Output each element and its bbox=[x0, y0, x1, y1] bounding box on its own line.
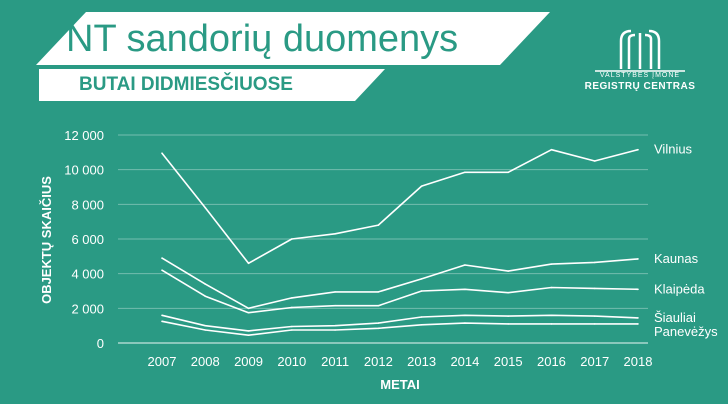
data-point bbox=[247, 330, 250, 332]
x-tick-label: 2008 bbox=[191, 354, 220, 369]
data-point bbox=[291, 325, 293, 328]
series-label: Šiauliai bbox=[654, 310, 696, 325]
data-point bbox=[334, 324, 336, 327]
data-point bbox=[247, 262, 250, 265]
data-point bbox=[377, 322, 380, 324]
data-point bbox=[420, 324, 423, 326]
data-point bbox=[464, 314, 466, 317]
data-point bbox=[550, 148, 553, 151]
x-tick-label: 2014 bbox=[450, 354, 479, 369]
registru-centras-logo-icon bbox=[595, 29, 685, 72]
data-point bbox=[637, 323, 639, 325]
data-point bbox=[291, 306, 293, 309]
data-point bbox=[420, 316, 423, 318]
y-axis-title: OBJEKTŲ SKAIČIUS bbox=[39, 176, 54, 304]
data-point bbox=[204, 329, 207, 331]
x-tick-label: 2007 bbox=[148, 354, 177, 369]
series-line-klaipėda bbox=[161, 269, 639, 314]
logo-line-1: VALSTYBĖS ĮMONĖ bbox=[599, 72, 681, 79]
x-tick-label: 2010 bbox=[277, 354, 306, 369]
data-point bbox=[550, 323, 553, 325]
data-point bbox=[593, 315, 596, 317]
data-point bbox=[161, 152, 163, 154]
data-point bbox=[334, 329, 336, 331]
data-point bbox=[637, 288, 639, 291]
x-tick-label: 2009 bbox=[234, 354, 263, 369]
data-point bbox=[507, 171, 509, 174]
data-point bbox=[334, 291, 336, 293]
data-point bbox=[507, 270, 509, 272]
series-label: Kaunas bbox=[654, 251, 699, 266]
data-point bbox=[291, 238, 293, 240]
data-point bbox=[593, 261, 596, 264]
data-point bbox=[507, 291, 509, 294]
y-tick-label: 2 000 bbox=[71, 301, 104, 316]
data-point bbox=[593, 287, 596, 290]
data-point bbox=[377, 327, 380, 330]
data-point bbox=[161, 314, 163, 317]
data-point bbox=[507, 323, 509, 325]
series-line-vilnius bbox=[161, 148, 639, 265]
x-tick-label: 2012 bbox=[364, 354, 393, 369]
data-point bbox=[334, 233, 336, 235]
x-tick-label: 2011 bbox=[321, 354, 349, 369]
data-point bbox=[377, 291, 380, 293]
y-tick-label: 10 000 bbox=[64, 163, 104, 178]
data-point bbox=[204, 283, 207, 285]
page-title: NT sandorių duomenys bbox=[66, 18, 459, 60]
data-point bbox=[204, 295, 207, 298]
data-point bbox=[593, 323, 596, 325]
data-point bbox=[550, 286, 553, 289]
data-point bbox=[464, 322, 466, 324]
series-line-kaunas bbox=[161, 257, 639, 310]
y-tick-label: 8 000 bbox=[71, 197, 104, 212]
data-point bbox=[247, 311, 250, 314]
y-tick-label: 0 bbox=[97, 336, 104, 351]
series-label: Panevėžys bbox=[654, 324, 718, 339]
data-point bbox=[204, 207, 207, 209]
series-label: Vilnius bbox=[654, 142, 693, 157]
subtitle-banner bbox=[39, 69, 385, 101]
data-point bbox=[507, 315, 509, 317]
data-point bbox=[464, 171, 466, 174]
data-point bbox=[247, 307, 250, 310]
data-point bbox=[161, 320, 163, 323]
y-tick-label: 4 000 bbox=[71, 267, 104, 282]
data-point bbox=[550, 314, 553, 317]
data-point bbox=[464, 264, 466, 266]
data-point bbox=[420, 185, 423, 187]
data-point bbox=[291, 329, 293, 331]
data-point bbox=[377, 304, 380, 307]
data-point bbox=[420, 278, 423, 280]
data-point bbox=[334, 304, 336, 307]
page-subtitle: BUTAI DIDMIESČIUOSE bbox=[79, 74, 293, 95]
series-line-panevėžys bbox=[161, 320, 638, 337]
data-point bbox=[637, 317, 639, 319]
x-tick-label: 2016 bbox=[537, 354, 566, 369]
data-point bbox=[637, 258, 639, 260]
title-banner bbox=[36, 12, 550, 65]
series-label: Klaipėda bbox=[654, 281, 705, 296]
data-point bbox=[377, 224, 380, 226]
data-point bbox=[550, 263, 553, 265]
data-point bbox=[593, 160, 596, 162]
x-tick-label: 2017 bbox=[580, 354, 609, 369]
y-tick-label: 6 000 bbox=[71, 232, 104, 247]
data-point bbox=[247, 334, 250, 337]
x-tick-label: 2013 bbox=[407, 354, 436, 369]
data-point bbox=[161, 269, 163, 272]
data-point bbox=[204, 324, 207, 327]
data-point bbox=[161, 257, 163, 259]
y-tick-label: 12 000 bbox=[64, 128, 104, 143]
data-point bbox=[291, 297, 293, 299]
series-line-šiauliai bbox=[161, 314, 639, 332]
x-tick-label: 2015 bbox=[494, 354, 523, 369]
x-axis-title: METAI bbox=[380, 377, 419, 392]
logo-line-2: REGISTRŲ CENTRAS bbox=[584, 81, 696, 92]
x-tick-label: 2018 bbox=[624, 354, 653, 369]
data-point bbox=[464, 288, 466, 291]
data-point bbox=[420, 290, 423, 292]
data-point bbox=[637, 148, 639, 151]
